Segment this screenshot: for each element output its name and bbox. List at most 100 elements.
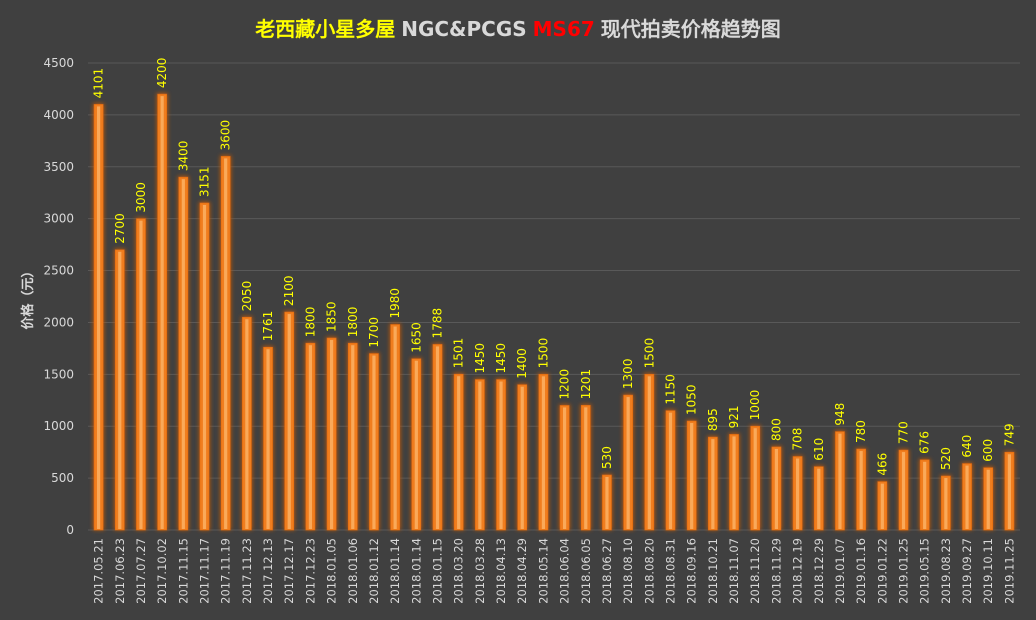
x-tick-label: 2018.12.29 (812, 538, 826, 604)
data-label: 780 (854, 420, 868, 443)
bar-highlight (647, 376, 651, 529)
y-tick-label: 4500 (43, 56, 74, 70)
data-label: 600 (981, 439, 995, 462)
data-label: 2700 (113, 213, 127, 244)
bar-highlight (562, 407, 567, 529)
data-label: 1800 (303, 307, 317, 338)
data-label: 676 (918, 431, 932, 454)
x-tick-label: 2019.01.22 (875, 538, 889, 604)
x-tick-label: 2018.01.05 (325, 538, 339, 604)
data-label: 1201 (579, 369, 593, 400)
x-tick-label: 2018.04.13 (494, 538, 508, 604)
x-tick-label: 2018.10.21 (706, 538, 720, 604)
bar-highlight (584, 407, 588, 529)
data-label: 610 (812, 438, 826, 461)
bar-highlight (923, 461, 927, 529)
x-tick-label: 2017.11.19 (219, 538, 233, 604)
bar-highlight (160, 96, 164, 529)
x-tick-label: 2018.01.14 (409, 538, 423, 604)
y-tick-label: 1500 (43, 367, 74, 381)
x-tick-label: 2017.12.13 (261, 538, 275, 604)
data-label: 1850 (325, 301, 339, 332)
bar-highlight (711, 439, 715, 529)
data-label: 1500 (536, 338, 550, 369)
y-tick-label: 0 (66, 523, 74, 537)
bar-highlight (838, 433, 842, 529)
data-label: 2100 (282, 276, 296, 307)
bar-highlight (668, 412, 673, 529)
x-tick-label: 2018.01.12 (367, 538, 381, 604)
data-label: 1200 (558, 369, 572, 400)
bar-highlight (96, 106, 101, 529)
bar-highlight (690, 423, 694, 529)
chart-title: 老西藏小星多屋 NGC&PCGS MS67 现代拍卖价格趋势图 (255, 17, 781, 41)
bar-highlight (541, 376, 546, 529)
data-label: 1000 (748, 390, 762, 421)
data-label: 1150 (664, 374, 678, 405)
bar-highlight (880, 483, 884, 529)
data-label: 3000 (134, 182, 148, 213)
x-tick-label: 2017.11.15 (176, 538, 190, 604)
data-label: 2050 (240, 281, 254, 312)
x-tick-label: 2017.07.27 (134, 538, 148, 604)
x-tick-label: 2019.08.23 (939, 538, 953, 604)
data-label: 4101 (92, 68, 106, 99)
bar-highlight (499, 381, 503, 529)
bar-highlight (795, 458, 800, 529)
bar-highlight (626, 397, 630, 529)
x-tick-label: 2018.08.31 (664, 538, 678, 604)
data-label: 770 (897, 421, 911, 444)
bar-highlight (139, 220, 143, 529)
bar-highlight (774, 448, 779, 529)
x-tick-label: 2018.06.27 (600, 538, 614, 604)
x-tick-label: 2017.06.23 (113, 538, 127, 604)
y-tick-label: 3000 (43, 212, 74, 226)
bars (93, 93, 1015, 531)
chart-title-part3: MS67 (533, 17, 595, 41)
x-tick-label: 2018.11.07 (727, 538, 741, 604)
x-tick-label: 2018.03.20 (452, 538, 466, 604)
x-tick-label: 2018.06.04 (558, 538, 572, 604)
x-tick-label: 2019.11.25 (1002, 538, 1016, 604)
data-label: 1800 (346, 307, 360, 338)
chart-title-part2: NGC&PCGS (401, 17, 526, 41)
y-axis-title: 价格（元） (20, 264, 36, 329)
bar-highlight (901, 452, 906, 529)
bar-highlight (859, 451, 863, 529)
data-label: 3600 (219, 120, 233, 151)
bar-highlight (266, 349, 270, 529)
x-tick-label: 2019.09.27 (960, 538, 974, 604)
y-tick-label: 1000 (43, 419, 74, 433)
x-tick-label: 2018.06.05 (579, 538, 593, 604)
x-tick-label: 2018.01.14 (388, 538, 402, 604)
x-tick-label: 2018.08.20 (642, 538, 656, 604)
x-tick-label: 2018.03.28 (473, 538, 487, 604)
y-tick-label: 2000 (43, 315, 74, 329)
data-label: 4200 (155, 58, 169, 89)
bar-highlight (287, 314, 291, 529)
bar-highlight (372, 355, 376, 529)
x-tick-label: 2019.01.25 (897, 538, 911, 604)
bar-highlight (520, 386, 524, 529)
bar-highlight (986, 469, 990, 529)
data-label: 3151 (198, 166, 212, 197)
data-label: 1050 (685, 384, 699, 415)
x-tick-label: 2017.10.02 (155, 538, 169, 604)
x-tick-label: 2018.01.06 (346, 538, 360, 604)
bar-highlight (457, 376, 461, 529)
x-tick-label: 2019.01.07 (833, 538, 847, 604)
data-label: 1501 (452, 338, 466, 369)
bar-highlight (817, 468, 821, 529)
data-label: 466 (875, 453, 889, 476)
bar-highlight (308, 345, 313, 529)
bar-highlight (753, 428, 757, 529)
bar-highlight (181, 179, 185, 529)
bar-highlight (944, 478, 948, 529)
bar-highlight (202, 204, 207, 529)
x-tick-label: 2018.01.15 (431, 538, 445, 604)
data-label: 3400 (176, 141, 190, 172)
data-label: 530 (600, 446, 614, 469)
data-label: 640 (960, 435, 974, 458)
bar-highlight (414, 360, 418, 529)
